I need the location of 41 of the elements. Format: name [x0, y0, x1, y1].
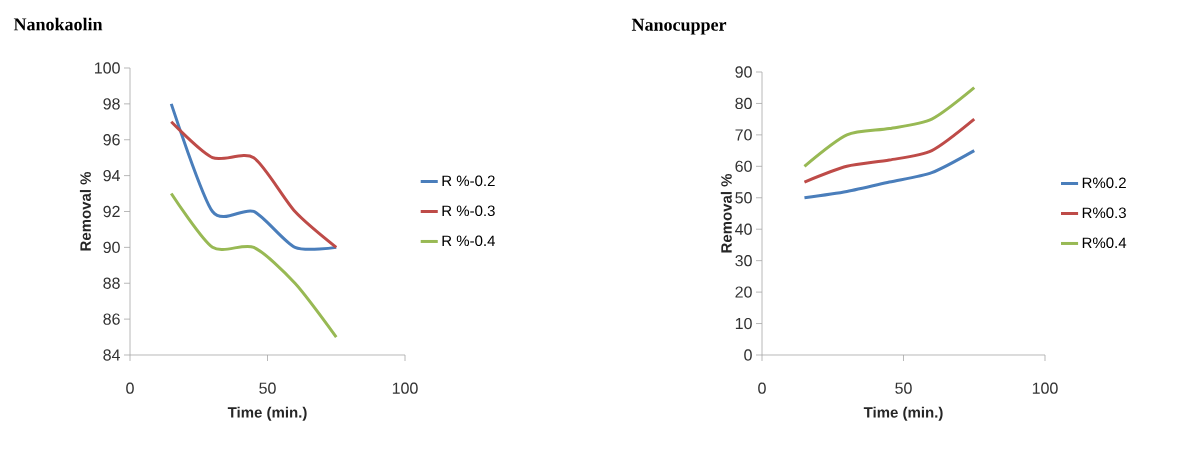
line-series [169, 192, 338, 339]
y-tick-label: 100 [95, 62, 120, 74]
y-tick-label: 70 [735, 129, 752, 141]
x-tick-label: 0 [758, 382, 766, 394]
x-axis-title: Time (min.) [227, 406, 307, 421]
y-tick-label: 60 [735, 160, 752, 172]
line-series [802, 86, 976, 168]
y-tick-label: 0 [744, 349, 752, 361]
x-axis-title: Time (min.) [863, 406, 943, 421]
line-series [802, 117, 976, 184]
y-tick-label: 80 [735, 97, 752, 110]
legend-label: R %-0.2 [442, 175, 495, 187]
chart-title: Nanokaolin [13, 17, 103, 31]
chart-title: Nanocupper [631, 18, 727, 35]
legend-label: R %-0.3 [442, 205, 495, 217]
y-tick-label: 98 [103, 98, 120, 110]
legend-label: R%0.4 [1082, 237, 1127, 249]
y-tick-label: 92 [103, 205, 120, 218]
y-tick-label: 96 [103, 134, 120, 146]
x-tick-label: 100 [392, 382, 418, 394]
y-tick-label: 50 [735, 192, 752, 204]
line-series [802, 149, 976, 200]
y-tick-label: 40 [735, 223, 752, 235]
y-tick-label: 94 [103, 169, 120, 182]
y-tick-label: 30 [735, 255, 752, 267]
legend-label: R %-0.4 [442, 235, 495, 247]
y-tick-label: 84 [103, 349, 120, 361]
y-tick-label: 90 [735, 66, 752, 78]
legend-label: R%0.2 [1082, 177, 1126, 189]
y-axis-title: Removal % [720, 173, 732, 253]
y-tick-label: 90 [103, 241, 120, 254]
x-tick-label: 100 [1032, 382, 1058, 394]
x-tick-label: 50 [895, 382, 912, 394]
legend-label: R%0.3 [1082, 207, 1126, 219]
y-tick-label: 86 [103, 313, 120, 325]
x-tick-label: 0 [126, 382, 134, 394]
y-tick-label: 88 [103, 277, 120, 289]
y-tick-label: 10 [735, 317, 752, 330]
x-tick-label: 50 [259, 382, 276, 394]
y-axis-title: Removal % [79, 171, 91, 251]
y-tick-label: 20 [735, 286, 752, 298]
